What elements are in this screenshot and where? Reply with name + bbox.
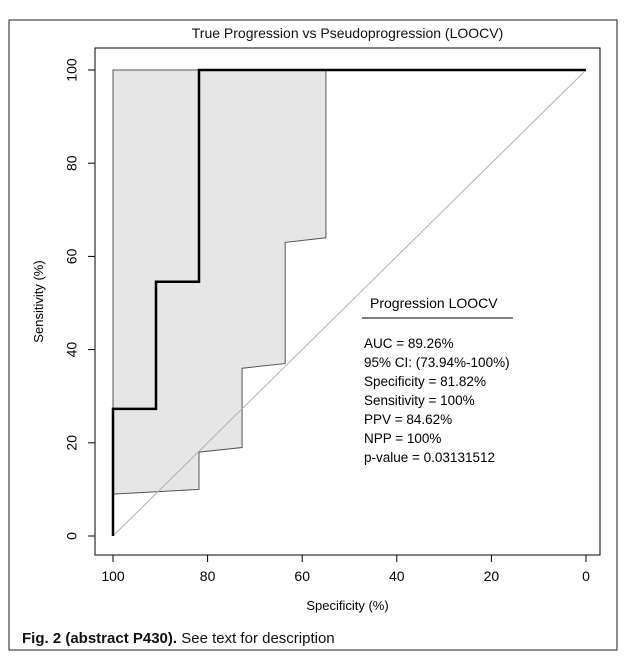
y-tick-label: 40 <box>64 342 80 358</box>
legend-stat-line: Sensitivity = 100% <box>364 393 475 408</box>
y-tick-label: 60 <box>64 248 80 264</box>
y-tick-label: 100 <box>64 58 80 82</box>
legend-stat-line: NPP = 100% <box>364 431 441 446</box>
x-tick-label: 20 <box>484 568 500 584</box>
x-tick-label: 60 <box>294 568 310 584</box>
caption-text: See text for description <box>181 630 335 647</box>
x-tick-label: 0 <box>582 568 590 584</box>
figure-caption: Fig. 2 (abstract P430). See text for des… <box>22 630 335 647</box>
legend-stat-line: 95% CI: (73.94%-100%) <box>364 355 510 370</box>
x-axis-label: Specificity (%) <box>306 598 388 613</box>
y-tick-label: 80 <box>64 155 80 171</box>
figure-frame <box>8 19 618 651</box>
y-tick-label: 20 <box>64 435 80 451</box>
legend-stat-line: p-value = 0.03131512 <box>364 450 495 465</box>
x-tick-label: 80 <box>200 568 216 584</box>
legend-stat-line: PPV = 84.62% <box>364 412 452 427</box>
x-tick-label: 40 <box>389 568 405 584</box>
caption-label: Fig. 2 (abstract P430). <box>22 630 178 647</box>
y-tick-label: 0 <box>64 532 80 540</box>
ci-band <box>112 69 327 536</box>
roc-curve-line <box>111 68 586 536</box>
legend-title: Progression LOOCV <box>370 295 498 311</box>
chart-title: True Progression vs Pseudoprogression (L… <box>192 25 504 41</box>
y-axis-label: Sensitivity (%) <box>31 260 46 342</box>
legend-stat-line: Specificity = 81.82% <box>364 374 486 389</box>
legend-stat-line: AUC = 89.26% <box>364 336 454 351</box>
reference-diagonal <box>112 69 587 537</box>
plot-area: True Progression vs Pseudoprogression (L… <box>31 25 601 613</box>
x-tick-label: 100 <box>101 568 125 584</box>
